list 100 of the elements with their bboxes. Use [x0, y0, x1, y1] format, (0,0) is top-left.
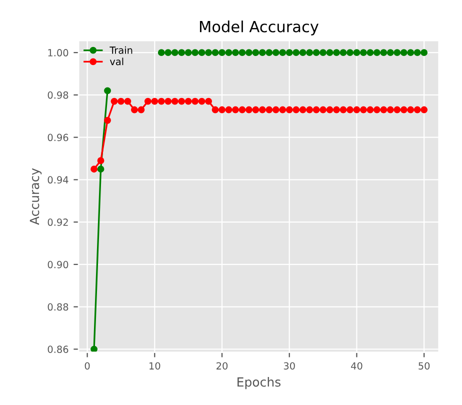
point: [171, 49, 178, 56]
point: [286, 106, 293, 114]
point: [192, 98, 199, 105]
point: [184, 49, 192, 56]
point: [414, 49, 421, 56]
point: [97, 157, 104, 164]
point: [212, 106, 219, 114]
point: [178, 49, 186, 56]
point: [272, 49, 280, 56]
point: [326, 106, 334, 114]
y-axis-title: Accuracy: [30, 168, 42, 225]
point: [353, 49, 360, 56]
point: [306, 49, 314, 56]
point: [360, 106, 367, 114]
point: [266, 106, 273, 114]
point: [306, 106, 314, 114]
y-tick-label: 0.86: [48, 346, 68, 354]
point: [299, 106, 306, 114]
x-tick-label: 40: [351, 362, 362, 370]
point: [380, 49, 388, 56]
point: [164, 98, 172, 105]
point: [266, 49, 273, 56]
point: [245, 106, 252, 114]
point: [320, 106, 327, 114]
point: [158, 49, 165, 56]
point: [272, 106, 280, 114]
point: [212, 49, 219, 56]
point: [158, 98, 165, 105]
point: [407, 49, 414, 56]
point: [414, 106, 421, 114]
point: [292, 49, 300, 56]
legend-label: val: [110, 58, 124, 66]
point: [104, 116, 111, 124]
point: [386, 106, 394, 114]
point: [394, 106, 401, 114]
point: [279, 106, 286, 114]
y-tick-label: 0.90: [48, 260, 68, 268]
point: [178, 98, 186, 105]
point: [360, 49, 367, 56]
point: [326, 49, 334, 56]
point: [420, 49, 428, 56]
point: [138, 106, 145, 114]
point: [232, 49, 239, 56]
point: [286, 49, 293, 56]
point: [192, 49, 199, 56]
point: [245, 49, 252, 56]
point: [394, 49, 401, 56]
point: [333, 106, 340, 114]
x-tick-label: 10: [150, 362, 160, 370]
x-tick-label: 50: [418, 362, 430, 370]
point: [90, 166, 98, 173]
point: [252, 49, 260, 56]
point: [312, 49, 320, 56]
legend-label: Train: [110, 46, 132, 54]
chart-title: Model Accuracy: [200, 20, 318, 36]
point: [279, 49, 286, 56]
point: [366, 106, 374, 114]
point: [407, 106, 414, 114]
point: [373, 106, 380, 114]
point: [400, 106, 408, 114]
point: [299, 49, 306, 56]
point: [171, 98, 178, 105]
x-axis-title: Epochs: [238, 377, 281, 390]
point: [90, 346, 98, 352]
point: [340, 49, 347, 56]
point: [97, 166, 104, 173]
point: [320, 49, 327, 56]
point: [144, 98, 152, 105]
point: [366, 49, 374, 56]
y-tick-label: 1.00: [48, 49, 68, 56]
point: [252, 106, 260, 114]
point: [238, 106, 246, 114]
y-tick-label: 0.88: [48, 303, 68, 311]
point: [380, 106, 388, 114]
y-tick-label: 0.94: [48, 176, 68, 184]
point: [110, 98, 118, 105]
point: [205, 98, 212, 105]
point: [118, 98, 124, 105]
point: [164, 49, 172, 56]
point: [373, 49, 380, 56]
point: [218, 49, 226, 56]
y-tick-label: 0.98: [48, 91, 68, 99]
point: [400, 49, 408, 56]
y-tick-label: 0.92: [48, 218, 68, 226]
point: [225, 106, 232, 114]
y-tick-label: 0.96: [48, 134, 68, 142]
x-tick-label: 20: [216, 362, 228, 370]
point: [205, 49, 212, 56]
point: [340, 106, 347, 114]
point: [333, 49, 340, 56]
point: [386, 49, 394, 56]
point: [346, 49, 354, 56]
x-tick-label: 0: [84, 362, 90, 370]
point: [238, 49, 246, 56]
point: [420, 106, 428, 114]
point: [292, 106, 300, 114]
point: [198, 49, 206, 56]
x-tick-label: 30: [284, 362, 295, 370]
point: [258, 106, 266, 114]
point: [124, 98, 132, 105]
